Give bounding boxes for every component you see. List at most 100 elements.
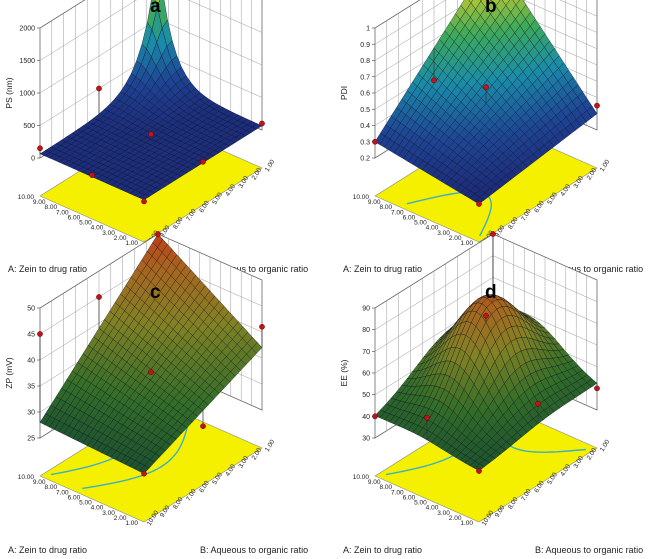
plot-group: 0.2 0.3 0.4 0.5 0.6 0.7 0.8 0.9 1 PDI 10.009.008.0… bbox=[339, 0, 643, 274]
x-axis-label: A: Zein to drug ratio bbox=[343, 545, 422, 555]
wall-gridline bbox=[374, 0, 447, 45]
x-tick-label: 5.00 bbox=[414, 500, 427, 507]
x-tick-label: 1.00 bbox=[460, 520, 473, 527]
x-tick-label: 8.00 bbox=[379, 204, 392, 211]
z-tick-label: 1 bbox=[366, 26, 370, 33]
wall-gridline bbox=[39, 0, 137, 61]
wall-gridline bbox=[374, 0, 472, 61]
z-axis: 0 500 1000 1500 2000 PS (nm) bbox=[4, 26, 40, 163]
z-tick-label: 500 bbox=[23, 123, 35, 130]
x-tick-label: 3.00 bbox=[437, 510, 450, 517]
design-point bbox=[200, 158, 206, 165]
x-tick-label: 10.00 bbox=[353, 194, 370, 201]
z-axis: 25 30 35 40 45 50 ZP (mV) bbox=[4, 306, 40, 443]
wall-gridline bbox=[559, 0, 598, 17]
x-tick-label: 10.00 bbox=[353, 474, 370, 481]
surface-plot-d: 30 40 50 60 70 80 90 EE (%) 10.009.008.007.006.0… bbox=[339, 231, 643, 555]
x-axis-label: A: Zein to drug ratio bbox=[8, 545, 87, 555]
x-tick-label: 10.00 bbox=[18, 194, 35, 201]
design-point bbox=[148, 369, 154, 375]
x-tick-label: 7.00 bbox=[391, 489, 404, 496]
x-tick-label: 6.00 bbox=[403, 494, 416, 501]
design-point bbox=[594, 385, 600, 392]
x-axis: 10.009.008.007.006.005.004.003.002.001.0… bbox=[8, 194, 138, 274]
panel-label-d: d bbox=[485, 282, 497, 303]
y-axis-label: B: Aqueous to organic ratio bbox=[200, 545, 308, 555]
x-tick-label: 5.00 bbox=[414, 220, 427, 227]
x-tick-label: 4.00 bbox=[426, 505, 439, 512]
z-axis-label: PS (nm) bbox=[4, 77, 14, 108]
x-tick-label: 4.00 bbox=[426, 225, 439, 232]
x-axis-label: A: Zein to drug ratio bbox=[8, 264, 87, 274]
z-tick-label: 0 bbox=[31, 156, 35, 163]
x-tick-label: 4.00 bbox=[91, 505, 104, 512]
surface-mesh bbox=[39, 0, 263, 200]
z-tick-label: 60 bbox=[362, 371, 370, 378]
z-tick-label: 0.9 bbox=[360, 42, 370, 49]
design-point bbox=[483, 84, 489, 90]
y-tick-label: 1.00 bbox=[264, 438, 277, 453]
design-point bbox=[155, 231, 161, 237]
panel-label-a: a bbox=[150, 0, 161, 17]
design-point bbox=[594, 102, 600, 109]
x-tick-label: 8.00 bbox=[44, 204, 57, 211]
x-tick-label: 7.00 bbox=[56, 209, 69, 216]
y-axis-label: B: Aqueous to organic ratio bbox=[200, 264, 308, 274]
z-tick-label: 45 bbox=[27, 332, 35, 339]
plot-group: 30 40 50 60 70 80 90 EE (%) 10.009.008.007.006.0… bbox=[339, 231, 643, 555]
surface-plot-b: 0.2 0.3 0.4 0.5 0.6 0.7 0.8 0.9 1 PDI 10.009.008.0… bbox=[339, 0, 643, 274]
wall-gridline bbox=[522, 0, 598, 33]
z-tick-label: 25 bbox=[27, 436, 35, 443]
z-tick-label: 80 bbox=[362, 327, 370, 334]
z-tick-label: 40 bbox=[362, 414, 370, 421]
design-point bbox=[259, 323, 265, 330]
z-tick-label: 0.2 bbox=[360, 156, 370, 163]
x-tick-label: 8.00 bbox=[44, 484, 57, 491]
design-point bbox=[141, 470, 147, 477]
design-point bbox=[89, 172, 95, 178]
z-axis: 0.2 0.3 0.4 0.5 0.6 0.7 0.8 0.9 1 PDI bbox=[339, 26, 375, 163]
z-tick-label: 0.7 bbox=[360, 74, 370, 81]
x-tick-label: 10.00 bbox=[18, 474, 35, 481]
x-tick-label: 1.00 bbox=[125, 520, 138, 527]
x-tick-label: 7.00 bbox=[56, 489, 69, 496]
design-point bbox=[424, 414, 430, 421]
x-tick-label: 4.00 bbox=[91, 225, 104, 232]
design-point bbox=[483, 312, 489, 319]
back-walls bbox=[39, 0, 263, 159]
x-axis-label: A: Zein to drug ratio bbox=[343, 264, 422, 274]
z-tick-label: 0.3 bbox=[360, 139, 370, 146]
z-tick-label: 0.4 bbox=[360, 123, 370, 130]
x-tick-label: 6.00 bbox=[68, 214, 81, 221]
design-point bbox=[96, 85, 102, 92]
z-axis-label: ZP (mV) bbox=[4, 357, 14, 389]
x-tick-label: 8.00 bbox=[379, 484, 392, 491]
y-tick-label: 1.00 bbox=[264, 158, 277, 173]
wall-gridline bbox=[39, 18, 159, 94]
surface-mesh bbox=[374, 0, 598, 205]
design-point bbox=[431, 77, 437, 84]
wall-gridline bbox=[374, 277, 494, 352]
design-point bbox=[141, 198, 147, 205]
x-axis: 10.009.008.007.006.005.004.003.002.001.0… bbox=[343, 194, 473, 274]
surface-mesh bbox=[374, 294, 598, 472]
x-axis: 10.009.008.007.006.005.004.003.002.001.0… bbox=[8, 474, 138, 555]
panel-c: 25 30 35 40 45 50 ZP (mV) 10.00 9.00 8.00 7.00 6.00… bbox=[0, 231, 334, 559]
z-tick-label: 90 bbox=[362, 306, 370, 313]
x-tick-label: 2.00 bbox=[114, 235, 127, 242]
design-point bbox=[476, 201, 482, 207]
x-tick-label: 1.00 bbox=[460, 240, 473, 247]
design-point bbox=[490, 231, 496, 237]
panel-b: 0.2 0.3 0.4 0.5 0.6 0.7 0.8 0.9 1 PDI 10.00 9.00 8.0… bbox=[335, 0, 669, 279]
x-tick-label: 3.00 bbox=[437, 230, 450, 237]
z-tick-label: 0.8 bbox=[360, 58, 370, 65]
y-axis-label: B: Aqueous to organic ratio bbox=[535, 545, 643, 555]
design-point bbox=[148, 131, 154, 138]
x-tick-label: 5.00 bbox=[79, 220, 92, 227]
z-tick-label: 0.5 bbox=[360, 107, 370, 114]
x-axis: 10.009.008.007.006.005.004.003.002.001.0… bbox=[343, 474, 473, 555]
z-tick-label: 30 bbox=[27, 410, 35, 417]
x-tick-label: 3.00 bbox=[102, 230, 115, 237]
design-point bbox=[535, 400, 541, 407]
